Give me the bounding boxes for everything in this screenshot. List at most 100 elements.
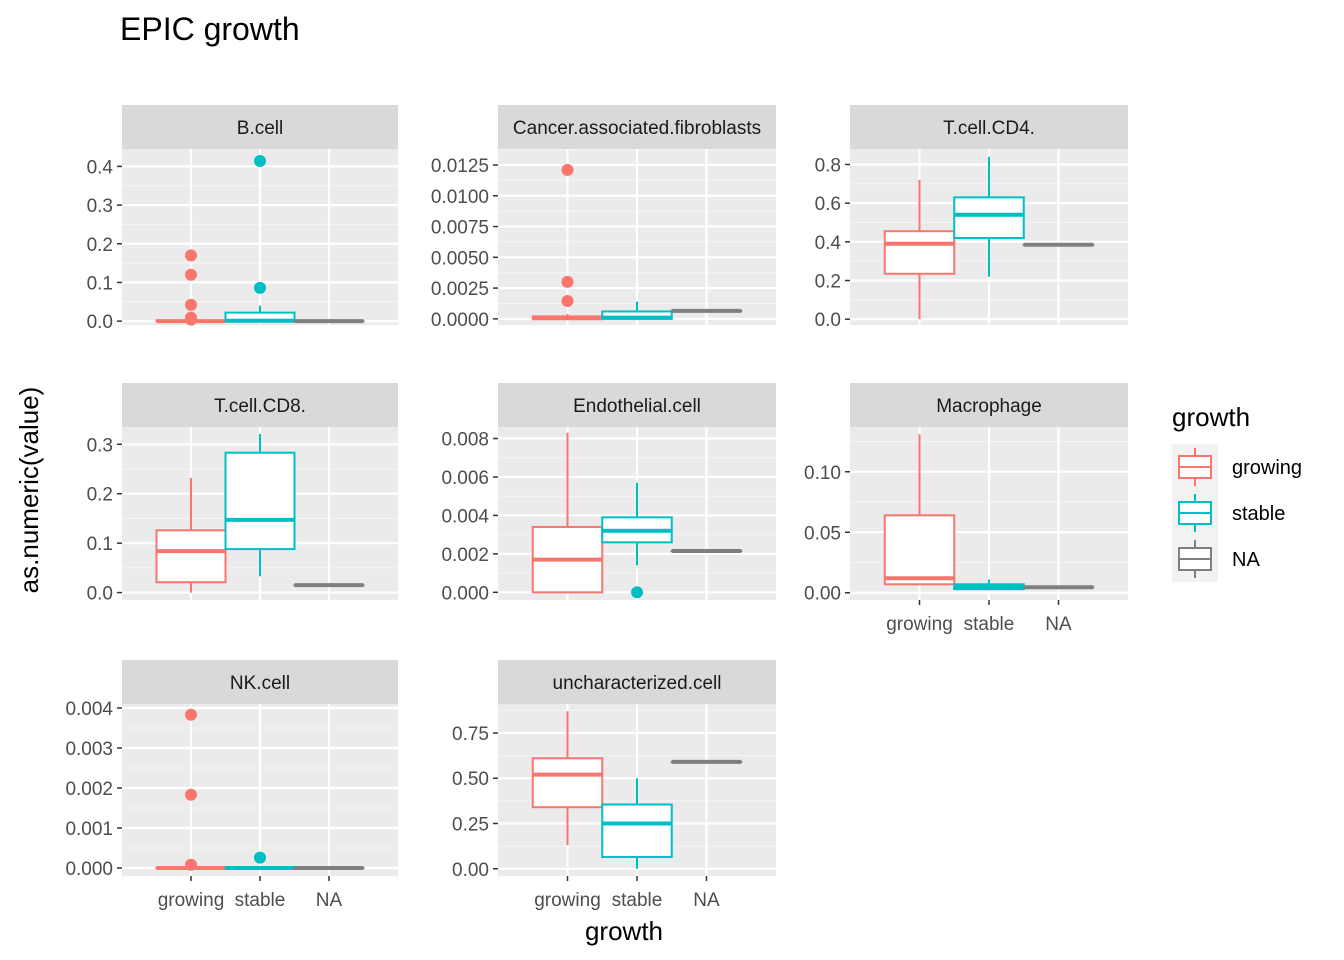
facet-strip-label: T.cell.CD8. xyxy=(214,396,306,417)
outlier-point xyxy=(185,249,197,262)
facet-panels: B.cell 0.0 0.1 0.2 0.3 0.4 Cancer.associated.f… xyxy=(65,105,1128,911)
facet-b-cell: B.cell 0.0 0.1 0.2 0.3 0.4 xyxy=(87,105,398,333)
box-body xyxy=(155,529,227,584)
y-tick-label: 0.008 xyxy=(441,430,489,451)
y-tick-label: 0.75 xyxy=(452,724,489,745)
y-tick-label: 0.4 xyxy=(87,157,114,178)
box-growing xyxy=(531,432,604,594)
outlier-point xyxy=(254,154,266,167)
legend-entry-na: NA xyxy=(1172,536,1260,582)
y-tick-label: 0.0 xyxy=(87,584,113,605)
box-stable xyxy=(224,433,296,577)
outlier-point xyxy=(561,275,574,288)
outlier-point xyxy=(254,851,266,864)
box-body xyxy=(953,196,1025,239)
y-tick-label: 0.8 xyxy=(815,155,841,176)
x-tick-label: growing xyxy=(158,890,225,911)
facet-cancer-associated-fibroblasts: Cancer.associated.fibroblasts 0.0000 0.002… xyxy=(431,105,776,331)
facet-strip xyxy=(498,105,776,149)
facet-strip xyxy=(498,660,776,704)
facet-strip xyxy=(498,383,776,427)
x-tick-label: stable xyxy=(612,890,663,911)
y-tick-label: 0.003 xyxy=(65,739,113,760)
y-tick-label: 0.50 xyxy=(452,769,489,790)
box-body xyxy=(531,757,604,809)
facet-t-cell-cd8: T.cell.CD8. 0.0 0.1 0.2 0.3 xyxy=(87,383,398,605)
facet-uncharacterized-cell: uncharacterized.cell 0.00 0.25 0.50 0.75 grow… xyxy=(452,660,776,911)
outlier-point xyxy=(254,281,266,294)
x-tick-label: NA xyxy=(316,890,343,911)
y-tick-label: 0.001 xyxy=(65,819,113,840)
legend-entry-stable: stable xyxy=(1172,490,1285,536)
facet-strip-label: Cancer.associated.fibroblasts xyxy=(513,118,761,139)
y-tick-label: 0.25 xyxy=(452,814,489,835)
x-tick-label: growing xyxy=(534,890,601,911)
outlier-point xyxy=(185,298,197,311)
facet-nk-cell: NK.cell 0.000 0.001 0.002 0.003 0.004 growing s… xyxy=(65,660,398,911)
y-tick-label: 0.2 xyxy=(87,235,113,256)
box-stable xyxy=(601,301,673,320)
y-tick-label: 0.004 xyxy=(441,506,489,527)
facet-strip-label: T.cell.CD4. xyxy=(943,118,1035,139)
box-body xyxy=(224,451,296,551)
box-stable xyxy=(601,482,673,599)
facet-strip-label: Endothelial.cell xyxy=(573,396,701,417)
y-tick-label: 0.0100 xyxy=(431,187,489,208)
outlier-point xyxy=(561,295,574,307)
x-tick-label: NA xyxy=(1045,614,1072,635)
y-axis-title: as.numeric(value) xyxy=(14,387,44,594)
box-stable xyxy=(953,156,1025,277)
y-tick-label: 0.1 xyxy=(87,534,113,555)
y-tick-label: 0.2 xyxy=(815,272,841,293)
y-tick-label: 0.6 xyxy=(815,194,841,215)
outlier-point xyxy=(185,708,197,721)
box-growing xyxy=(531,711,604,846)
box-growing xyxy=(155,708,227,871)
box-growing xyxy=(155,477,227,593)
outlier-point xyxy=(631,586,643,599)
y-tick-label: 0.002 xyxy=(65,779,113,800)
facet-strip xyxy=(850,105,1128,149)
facet-t-cell-cd4: T.cell.CD4. 0.0 0.2 0.4 0.6 0.8 xyxy=(815,105,1128,331)
y-tick-label: 0.4 xyxy=(815,233,842,254)
legend-label: NA xyxy=(1232,549,1260,571)
facet-strip-label: B.cell xyxy=(237,118,283,139)
legend-label: stable xyxy=(1232,503,1285,525)
outlier-point xyxy=(185,268,197,281)
y-tick-label: 0.0000 xyxy=(431,310,489,331)
box-body xyxy=(883,230,956,275)
legend-label: growing xyxy=(1232,457,1302,479)
y-tick-label: 0.10 xyxy=(804,463,841,484)
box-growing xyxy=(883,434,956,586)
y-tick-label: 0.0 xyxy=(87,312,113,333)
y-tick-label: 0.0075 xyxy=(431,218,489,239)
y-tick-label: 0.3 xyxy=(87,435,113,456)
facet-strip-label: Macrophage xyxy=(936,396,1042,417)
box-stable xyxy=(224,154,296,323)
facet-strip xyxy=(122,105,398,149)
x-tick-label: stable xyxy=(235,890,286,911)
facet-strip xyxy=(122,383,398,427)
outlier-point xyxy=(185,313,197,326)
box-growing xyxy=(883,179,956,320)
y-tick-label: 0.0125 xyxy=(431,156,489,177)
box-body xyxy=(601,803,673,858)
y-tick-label: 0.0 xyxy=(815,310,841,331)
facet-strip xyxy=(122,660,398,704)
legend: growth growing stable NA xyxy=(1172,402,1302,582)
facet-endothelial-cell: Endothelial.cell 0.000 0.002 0.004 0.006 0.00… xyxy=(441,383,776,604)
y-tick-label: 0.1 xyxy=(87,273,113,294)
box-stable xyxy=(601,778,673,869)
y-tick-label: 0.004 xyxy=(65,699,113,720)
outlier-point xyxy=(185,858,197,871)
legend-entry-growing: growing xyxy=(1172,444,1302,490)
facet-macrophage: Macrophage 0.00 0.05 0.10 growing stable NA xyxy=(804,383,1128,635)
box-body xyxy=(883,514,956,586)
outlier-point xyxy=(185,788,197,801)
x-axis-title: growth xyxy=(585,916,663,946)
y-tick-label: 0.002 xyxy=(441,545,489,566)
x-tick-label: growing xyxy=(886,614,953,635)
y-tick-label: 0.05 xyxy=(804,523,841,544)
facet-strip xyxy=(850,383,1128,427)
